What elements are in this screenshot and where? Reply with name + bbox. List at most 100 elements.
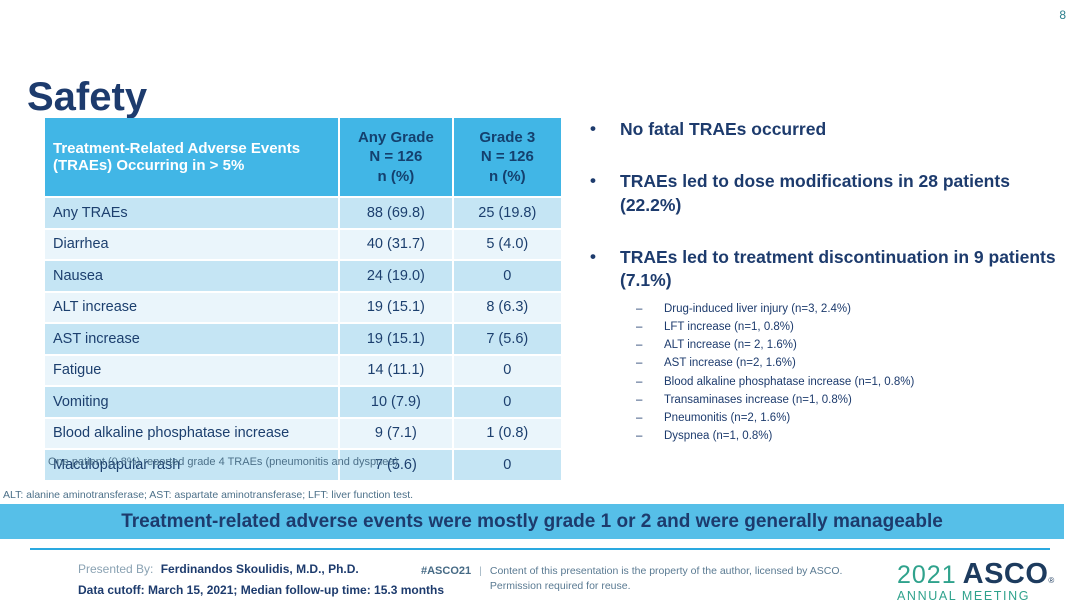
grade3-value: 0 (451, 259, 561, 293)
any-grade-value: 24 (19.0) (338, 259, 454, 293)
rights-line2: Permission required for reuse. (489, 580, 631, 593)
list-item: – Blood alkaline phosphatase increase (n=… (636, 373, 1068, 391)
trae-table: Treatment-Related Adverse Events (TRAEs)… (45, 118, 561, 482)
registered-mark: ® (1048, 576, 1055, 585)
grade3-value: 7 (5.6) (451, 322, 561, 356)
any-grade-value: 7 (5.6) (338, 448, 454, 482)
dash-icon: – (636, 303, 643, 316)
any-grade-value: 19 (15.1) (338, 322, 454, 356)
bullet-no-fatal-traes: • No fatal TRAEs occurred (590, 118, 1068, 141)
logo-year: 2021 (897, 561, 957, 589)
key-findings: • No fatal TRAEs occurred • TRAEs led to… (590, 118, 1068, 445)
grade3-value: 0 (451, 448, 561, 482)
list-item: – Drug-induced liver injury (n=3, 2.4%) (636, 300, 1068, 318)
table-header-grade3: Grade 3 N = 126 n (%) (451, 118, 561, 198)
dash-icon: – (636, 375, 643, 388)
detail-text: Transaminases increase (n=1, 0.8%) (664, 393, 852, 406)
abbreviations-note: ALT: alanine aminotransferase; AST: aspa… (3, 489, 414, 501)
grade3-value: 1 (0.8) (451, 416, 561, 450)
asco-logo: 2021 ASCO ® ANNUAL MEETING (897, 558, 1062, 603)
table-row: Vomiting 10 (7.9) 0 (45, 385, 561, 419)
page-number: 8 (1059, 8, 1066, 22)
dash-icon: – (636, 339, 643, 352)
list-item: – Dyspnea (n=1, 0.8%) (636, 427, 1068, 445)
bullet-text: TRAEs led to treatment discontinuation i… (620, 246, 1056, 291)
event-name: Nausea (45, 259, 341, 293)
any-grade-value: 40 (31.7) (338, 227, 454, 261)
dash-icon: – (636, 429, 643, 442)
bullet-icon: • (590, 171, 596, 191)
event-name: Blood alkaline phosphatase increase (45, 416, 341, 450)
logo-subtitle: ANNUAL MEETING (897, 589, 1031, 603)
table-header-row: Treatment-Related Adverse Events (TRAEs)… (45, 118, 561, 198)
dash-icon: – (636, 411, 643, 424)
event-name: Fatigue (45, 353, 341, 387)
bullet-text: No fatal TRAEs occurred (620, 119, 827, 139)
table-row: Nausea 24 (19.0) 0 (45, 259, 561, 293)
dash-icon: – (636, 393, 643, 406)
grade3-value: 25 (19.8) (451, 196, 561, 230)
table-row: Fatigue 14 (11.1) 0 (45, 353, 561, 387)
conclusion-text: Treatment-related adverse events were mo… (121, 510, 943, 532)
any-grade-value: 19 (15.1) (338, 290, 454, 324)
detail-text: LFT increase (n=1, 0.8%) (664, 321, 794, 334)
divider-bar: | (479, 565, 482, 577)
event-name: Diarrhea (45, 227, 341, 261)
discontinuation-detail-list: – Drug-induced liver injury (n=3, 2.4%) –… (636, 300, 1068, 444)
bullet-text: TRAEs led to dose modifications in 28 pa… (620, 171, 1010, 215)
list-item: – ALT increase (n= 2, 1.6%) (636, 336, 1068, 354)
table-header-any-grade: Any Grade N = 126 n (%) (338, 118, 454, 198)
detail-text: Drug-induced liver injury (n=3, 2.4%) (664, 303, 851, 316)
event-name: Maculopapular rash (45, 448, 341, 482)
slide-title: Safety (27, 74, 148, 119)
presenter-name: Ferdinandos Skoulidis, M.D., Ph.D. (160, 562, 359, 576)
table-row: Maculopapular rash 7 (5.6) 0 (45, 448, 561, 482)
dash-icon: – (636, 357, 643, 370)
any-grade-value: 14 (11.1) (338, 353, 454, 387)
bullet-dose-modifications: • TRAEs led to dose modifications in 28 … (590, 170, 1068, 217)
conference-hashtag: #ASCO21 (421, 565, 472, 577)
presenter-block: Presented By: Ferdinandos Skoulidis, M.D… (78, 562, 444, 597)
rights-text: Content of this presentation is the prop… (490, 564, 843, 594)
detail-text: AST increase (n=2, 1.6%) (664, 357, 796, 370)
presented-by-label: Presented By: (78, 562, 154, 576)
grade3-value: 0 (451, 353, 561, 387)
table-header-events: Treatment-Related Adverse Events (TRAEs)… (45, 118, 341, 198)
data-cutoff-note: Data cutoff: March 15, 2021; Median foll… (78, 583, 445, 597)
detail-text: Pneumonitis (n=2, 1.6%) (664, 411, 791, 424)
logo-name: ASCO (962, 558, 1049, 590)
table-row: AST increase 19 (15.1) 7 (5.6) (45, 322, 561, 356)
list-item: – Transaminases increase (n=1, 0.8%) (636, 391, 1068, 409)
rights-block: #ASCO21 | Content of this presentation i… (421, 564, 842, 594)
list-item: – Pneumonitis (n=2, 1.6%) (636, 409, 1068, 427)
table-row: Any TRAEs 88 (69.8) 25 (19.8) (45, 196, 561, 230)
detail-text: ALT increase (n= 2, 1.6%) (664, 339, 797, 352)
event-name: ALT increase (45, 290, 341, 324)
list-item: – LFT increase (n=1, 0.8%) (636, 318, 1068, 336)
detail-text: Blood alkaline phosphatase increase (n=1… (664, 375, 915, 388)
rights-line1: Content of this presentation is the prop… (489, 565, 843, 577)
list-item: – AST increase (n=2, 1.6%) (636, 354, 1068, 372)
event-name: Any TRAEs (45, 196, 341, 230)
table-footnote: One patient (0.8%) reported grade 4 TRAE… (48, 456, 399, 468)
grade3-value: 5 (4.0) (451, 227, 561, 261)
grade3-value: 8 (6.3) (451, 290, 561, 324)
any-grade-value: 88 (69.8) (338, 196, 454, 230)
event-name: AST increase (45, 322, 341, 356)
table-row: Diarrhea 40 (31.7) 5 (4.0) (45, 227, 561, 261)
conclusion-banner: Treatment-related adverse events were mo… (0, 504, 1064, 539)
any-grade-value: 10 (7.9) (338, 385, 454, 419)
any-grade-value: 9 (7.1) (338, 416, 454, 450)
grade3-value: 0 (451, 385, 561, 419)
bullet-icon: • (590, 119, 596, 138)
dash-icon: – (636, 321, 643, 334)
footer: Presented By: Ferdinandos Skoulidis, M.D… (0, 556, 1080, 608)
table-row: Blood alkaline phosphatase increase 9 (7… (45, 416, 561, 450)
bullet-icon: • (590, 246, 596, 266)
event-name: Vomiting (45, 385, 341, 419)
table-row: ALT increase 19 (15.1) 8 (6.3) (45, 290, 561, 324)
footer-divider (30, 548, 1050, 550)
detail-text: Dyspnea (n=1, 0.8%) (664, 429, 773, 442)
bullet-discontinuation: • TRAEs led to treatment discontinuation… (590, 246, 1068, 293)
